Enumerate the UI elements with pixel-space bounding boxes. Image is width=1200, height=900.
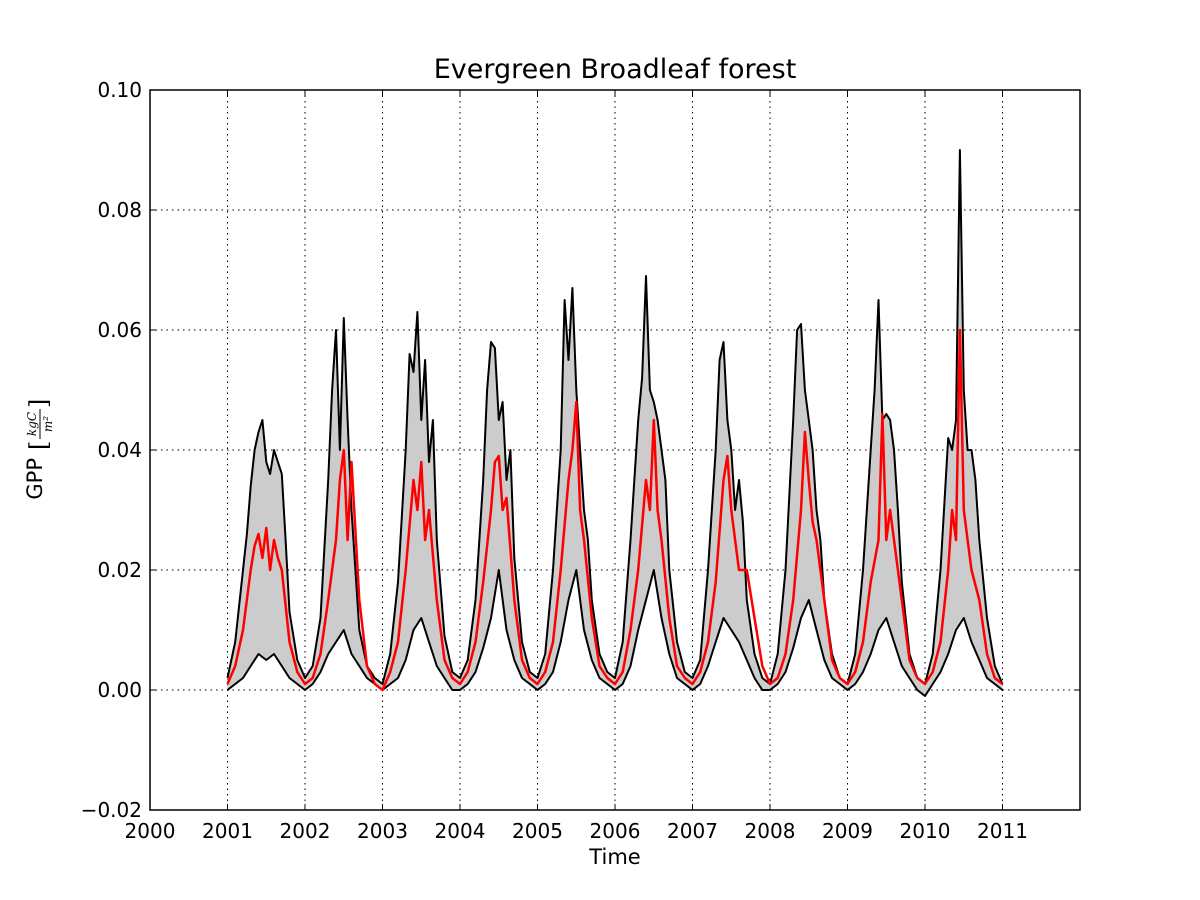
axis-ticks — [149, 89, 1080, 811]
x-tick-label: 2004 — [435, 819, 486, 843]
x-tick-label: 2007 — [667, 819, 718, 843]
y-tick-labels: −0.02 0.00 0.02 0.04 0.06 0.08 0.10 — [81, 78, 142, 822]
x-tick-label: 2002 — [280, 819, 331, 843]
mean-series — [226, 328, 1004, 692]
min-max-band — [226, 149, 1004, 697]
y-axis-label-bracket-open: [ — [25, 441, 53, 450]
x-tick-label: 2010 — [900, 819, 951, 843]
grid-lines — [149, 89, 1080, 811]
y-tick-label: −0.02 — [81, 798, 142, 822]
y-axis-label-denominator: m² — [41, 416, 55, 432]
chart-title: Evergreen Broadleaf forest — [434, 54, 797, 85]
x-tick-label: 2003 — [357, 819, 408, 843]
x-axis-label: Time — [588, 845, 640, 869]
y-tick-label: 0.10 — [97, 78, 142, 102]
y-axis-label-bracket-close: ] — [25, 399, 53, 408]
y-axis-label-numerator: kgC — [25, 412, 39, 436]
y-tick-label: 0.06 — [97, 318, 142, 342]
y-tick-label: 0.02 — [97, 558, 142, 582]
upper-bound-line — [226, 149, 1004, 685]
x-tick-label: 2008 — [745, 819, 796, 843]
x-tick-label: 2005 — [512, 819, 563, 843]
lower-bound-line — [226, 569, 1004, 697]
y-axis-label-prefix: GPP — [23, 458, 47, 500]
y-axis-label: GPP [ kgC m² ] — [23, 399, 55, 500]
x-tick-labels: 2000 2001 2002 2003 2004 2005 2006 2007 2008 2009… — [125, 819, 1028, 843]
y-tick-label: 0.04 — [97, 438, 142, 462]
x-tick-label: 2011 — [977, 819, 1028, 843]
band-fill — [227, 150, 1003, 696]
y-tick-label: 0.08 — [97, 198, 142, 222]
y-tick-label: 0.00 — [97, 678, 142, 702]
mean-line — [226, 328, 1004, 692]
x-tick-label: 2009 — [822, 819, 873, 843]
x-tick-label: 2000 — [125, 819, 176, 843]
x-tick-label: 2001 — [202, 819, 253, 843]
x-tick-label: 2006 — [590, 819, 641, 843]
